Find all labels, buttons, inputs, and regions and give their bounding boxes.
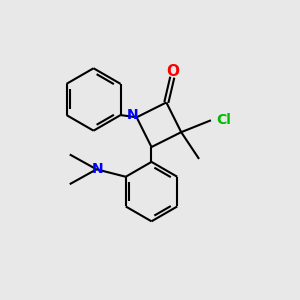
Text: O: O — [166, 64, 179, 79]
Text: N: N — [92, 162, 104, 176]
Text: Cl: Cl — [216, 113, 231, 127]
Text: N: N — [127, 108, 139, 122]
